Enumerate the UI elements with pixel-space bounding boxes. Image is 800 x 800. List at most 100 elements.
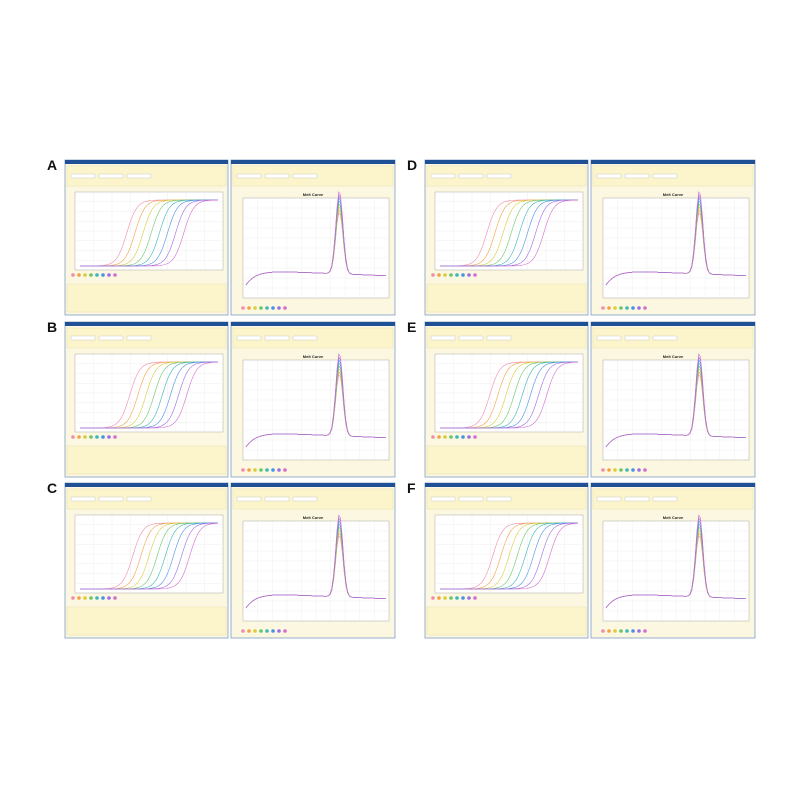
legend-dot: [71, 273, 75, 277]
melt-curve: [245, 191, 386, 286]
panel-label: F: [407, 480, 416, 496]
dropdown: [458, 173, 484, 179]
legend-dot: [83, 273, 87, 277]
legend-dot: [113, 596, 117, 600]
legend-dot: [283, 306, 287, 310]
legend-dot: [443, 596, 447, 600]
legend-dot: [259, 629, 263, 633]
melt-title: Melt Curve: [303, 192, 324, 197]
dropdown: [596, 496, 622, 502]
legend-dot: [95, 435, 99, 439]
legend-dot: [443, 273, 447, 277]
legend-dot: [601, 468, 605, 472]
legend-dot: [437, 435, 441, 439]
dropdown: [236, 335, 262, 341]
panel-label: B: [47, 319, 57, 335]
dropdown: [596, 173, 622, 179]
dropdown: [292, 335, 318, 341]
legend-dot: [443, 435, 447, 439]
legend-dot: [95, 596, 99, 600]
window-title-bar: [591, 322, 755, 326]
legend-dot: [83, 596, 87, 600]
panel-label: E: [407, 319, 416, 335]
dropdown: [624, 173, 650, 179]
melt-curve: [605, 191, 746, 286]
legend-dot: [265, 629, 269, 633]
legend-dot: [253, 629, 257, 633]
legend-dot: [247, 629, 251, 633]
dropdown: [236, 496, 262, 502]
amplification-curve: [80, 361, 219, 429]
legend-dot: [613, 629, 617, 633]
melt-title: Melt Curve: [663, 354, 684, 359]
dropdown: [596, 335, 622, 341]
panel-label: A: [47, 157, 57, 173]
amplification-curve: [80, 522, 219, 590]
legend-dot: [431, 435, 435, 439]
legend-dot: [101, 273, 105, 277]
legend-dot: [637, 468, 641, 472]
legend-dot: [253, 468, 257, 472]
legend-dot: [89, 435, 93, 439]
legend-dot: [437, 273, 441, 277]
legend-dot: [461, 435, 465, 439]
amplification-curve: [80, 199, 218, 267]
legend-dot: [265, 306, 269, 310]
legend-dot: [449, 273, 453, 277]
options-pane: [426, 445, 587, 475]
legend-dot: [449, 596, 453, 600]
legend-dot: [283, 629, 287, 633]
dropdown: [292, 496, 318, 502]
legend-dot: [467, 596, 471, 600]
melt-curve: [605, 514, 746, 609]
legend-dot: [77, 273, 81, 277]
dropdown: [236, 173, 262, 179]
legend-dot: [455, 596, 459, 600]
dropdown: [126, 496, 152, 502]
legend-dot: [631, 468, 635, 472]
panel-label: D: [407, 157, 417, 173]
legend-dot: [607, 468, 611, 472]
legend-dot: [619, 306, 623, 310]
legend-dot: [107, 273, 111, 277]
legend-dot: [461, 273, 465, 277]
legend-dot: [271, 629, 275, 633]
legend-dot: [437, 596, 441, 600]
dropdown: [98, 173, 124, 179]
window-title-bar: [425, 322, 588, 326]
legend-dot: [83, 435, 87, 439]
melt-curve: [245, 514, 386, 609]
options-pane: [66, 445, 227, 475]
legend-dot: [277, 629, 281, 633]
legend-dot: [467, 273, 471, 277]
window-title-bar: [231, 483, 395, 487]
legend-dot: [259, 306, 263, 310]
legend-dot: [625, 468, 629, 472]
melt-title: Melt Curve: [663, 515, 684, 520]
legend-dot: [619, 629, 623, 633]
melt-title: Melt Curve: [663, 192, 684, 197]
legend-dot: [473, 596, 477, 600]
dropdown: [98, 335, 124, 341]
legend-dot: [637, 629, 641, 633]
options-pane: [66, 606, 227, 636]
legend-dot: [271, 306, 275, 310]
legend-dot: [613, 306, 617, 310]
legend-dot: [113, 273, 117, 277]
legend-dot: [77, 435, 81, 439]
legend-dot: [241, 468, 245, 472]
dropdown: [486, 173, 512, 179]
legend-dot: [77, 596, 81, 600]
options-pane: [426, 606, 587, 636]
dropdown: [264, 496, 290, 502]
legend-dot: [637, 306, 641, 310]
legend-dot: [107, 435, 111, 439]
dropdown: [98, 496, 124, 502]
legend-dot: [607, 629, 611, 633]
dropdown: [458, 335, 484, 341]
legend-dot: [601, 306, 605, 310]
legend-dot: [89, 596, 93, 600]
dropdown: [292, 173, 318, 179]
legend-dot: [259, 468, 263, 472]
dropdown: [652, 173, 678, 179]
